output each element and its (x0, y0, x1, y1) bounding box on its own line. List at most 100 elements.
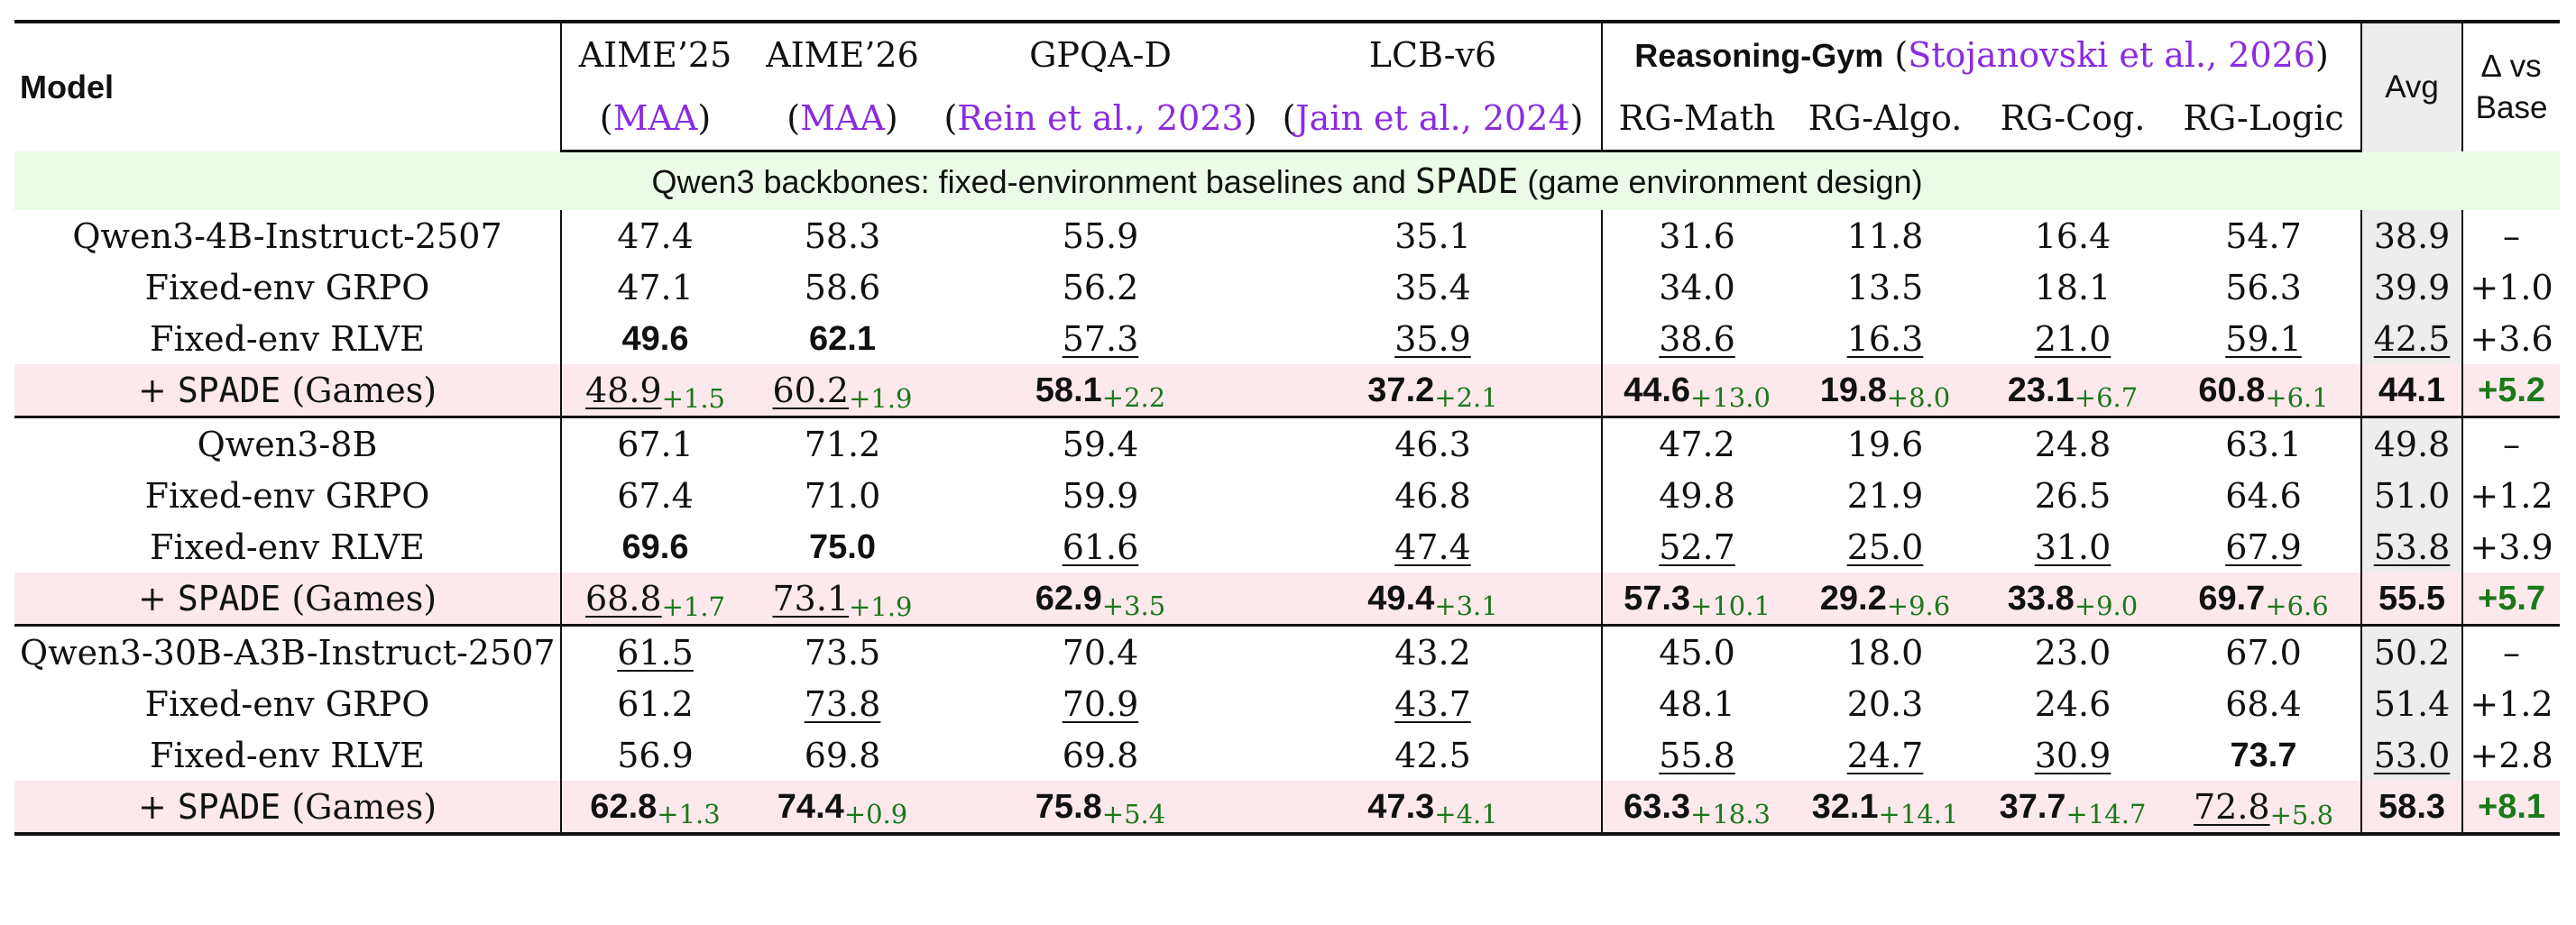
table-row: Qwen3-4B-Instruct-2507 47.4 58.3 55.9 35.1 31… (14, 210, 2561, 261)
gain-value: +3.5 (1101, 591, 1166, 621)
score-value: 35.1 (1394, 215, 1471, 256)
rg-cog-cell: 23.1+6.7 (1979, 364, 2167, 418)
rg-cog-cell: 16.4 (1979, 210, 2167, 261)
aime25-cell: 56.9 (560, 729, 749, 781)
avg-cell: 49.8 (2360, 417, 2463, 470)
avg-value: 39.9 (2373, 267, 2451, 307)
gpqa-cell: 62.9+3.5 (936, 572, 1265, 627)
score-value: 24.7 (1846, 735, 1924, 775)
delta-cell: +1.2 (2461, 678, 2561, 729)
score-value: 38.6 (1659, 318, 1735, 359)
reasoning-gym-name: Reasoning-Gym (1634, 37, 1884, 74)
aime25-citation[interactable]: MAA (612, 98, 698, 138)
aime25-header: AIME’25 (560, 22, 749, 87)
aime26-cell: 58.6 (749, 261, 936, 313)
gain-value: +4.1 (1434, 799, 1498, 829)
score-value: 73.7 (2230, 737, 2297, 774)
gain-value: +13.0 (1690, 382, 1771, 413)
avg-cell: 53.8 (2360, 521, 2463, 572)
gain-value: +18.3 (1690, 799, 1771, 829)
gain-value: +14.1 (1878, 799, 1959, 829)
gpqa-citation[interactable]: Rein et al., 2023 (957, 98, 1244, 138)
table-row: Fixed-env RLVE 49.6 62.1 57.3 35.9 38.6 16.3 21… (14, 313, 2561, 364)
rg-cog-cell: 31.0 (1979, 521, 2167, 572)
gpqa-header: GPQA-D (1029, 35, 1172, 75)
score-value: 47.4 (1394, 527, 1471, 567)
avg-cell: 55.5 (2360, 572, 2463, 627)
model-name-cell: Qwen3-30B-A3B-Instruct-2507 (20, 632, 556, 673)
aime26-citation[interactable]: MAA (800, 98, 885, 138)
gpqa-cell: 75.8+5.4 (936, 781, 1265, 836)
lcb-cell: 46.8 (1265, 470, 1602, 521)
aime25-cell: 67.4 (560, 470, 749, 521)
score-value: 43.7 (1394, 683, 1471, 724)
score-value: 19.8 (1819, 371, 1887, 409)
rg-algo-cell: 19.8+8.0 (1791, 364, 1979, 418)
aime26-cell: 71.0 (749, 470, 936, 521)
lcb-cell: 49.4+3.1 (1265, 572, 1602, 627)
score-value: 70.4 (1062, 632, 1139, 673)
score-value: 58.3 (804, 215, 881, 256)
header-row-2: (MAA) (MAA) (Rein et al., 2023) (Jain et… (14, 87, 2560, 152)
gpqa-cell: 70.9 (936, 678, 1265, 729)
score-value: 49.4 (1367, 580, 1435, 618)
lcb-citation[interactable]: Jain et al., 2024 (1295, 98, 1570, 138)
rg-logic-cell: 60.8+6.1 (2167, 364, 2362, 418)
delta-value: +2.8 (2470, 735, 2553, 775)
score-value: 58.1 (1035, 371, 1102, 409)
score-value: 34.0 (1659, 267, 1735, 307)
rg-logic-cell: 67.0 (2167, 626, 2361, 679)
gain-value: +6.7 (2074, 382, 2139, 413)
score-value: 59.4 (1062, 424, 1139, 464)
score-value: 45.0 (1659, 632, 1735, 673)
score-value: 48.9 (584, 370, 662, 410)
score-value: 75.8 (1035, 788, 1102, 826)
score-value: 61.2 (617, 683, 694, 724)
score-value: 11.8 (1846, 215, 1924, 256)
aime26-cell: 74.4+0.9 (749, 781, 936, 836)
lcb-header: LCB-v6 (1368, 35, 1497, 75)
avg-value: 53.8 (2373, 527, 2451, 567)
score-value: 30.9 (2034, 735, 2111, 775)
avg-value: 51.4 (2373, 683, 2451, 724)
avg-value: 51.0 (2373, 475, 2451, 516)
delta-cell: +3.6 (2461, 313, 2561, 364)
avg-value: 42.5 (2373, 318, 2451, 359)
aime26-cell: 58.3 (749, 210, 936, 261)
aime25-cell: 47.1 (560, 261, 749, 313)
gain-value: +5.4 (1101, 799, 1166, 829)
gain-value: +9.0 (2074, 591, 2139, 621)
section-text-before: Qwen3 backbones: fixed-environment basel… (651, 163, 1415, 200)
aime26-cell: 60.2+1.9 (749, 364, 936, 418)
rg-logic-cell: 72.8+5.8 (2167, 781, 2362, 836)
delta-cell: +8.1 (2461, 781, 2561, 836)
score-value: 31.0 (2034, 527, 2111, 567)
section-row: Qwen3 backbones: fixed-environment basel… (14, 151, 2561, 210)
score-value: 67.4 (617, 475, 694, 516)
delta-value: +5.7 (2478, 580, 2546, 618)
score-value: 73.5 (804, 632, 881, 673)
gpqa-cell: 69.8 (936, 729, 1265, 781)
results-table: Model AIME’25 AIME’26 GPQA-D LCB-v6 Reas… (14, 20, 2561, 836)
score-value: 35.9 (1394, 318, 1471, 359)
gain-value: +8.0 (1886, 382, 1951, 413)
aime26-header: AIME’26 (766, 35, 919, 75)
score-value: 62.9 (1035, 580, 1102, 618)
reasoning-gym-citation[interactable]: Stojanovski et al., 2026 (1908, 35, 2315, 75)
score-value: 59.9 (1062, 475, 1139, 516)
rg-algo-cell: 24.7 (1791, 729, 1979, 781)
score-value: 47.3 (1367, 788, 1435, 826)
rg-cog-cell: 18.1 (1979, 261, 2167, 313)
score-value: 26.5 (2034, 475, 2111, 516)
lcb-cell: 47.3+4.1 (1265, 781, 1602, 836)
gain-value: +1.7 (661, 591, 726, 622)
rg-logic-cell: 68.4 (2167, 678, 2361, 729)
gpqa-cell: 59.9 (936, 470, 1265, 521)
delta-value: – (2503, 424, 2521, 464)
gpqa-cell: 61.6 (936, 521, 1265, 572)
score-value: 69.7 (2198, 580, 2266, 618)
avg-value: 50.2 (2373, 632, 2451, 673)
rg-math-header: RG-Math (1601, 87, 1791, 152)
model-suffix: (Games) (281, 578, 437, 618)
rg-cog-cell: 30.9 (1979, 729, 2167, 781)
